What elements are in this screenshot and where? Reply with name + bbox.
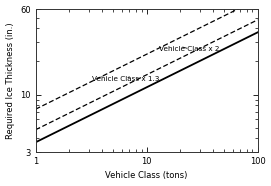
- Text: Vehicle Class x 1.3: Vehicle Class x 1.3: [92, 76, 159, 81]
- Y-axis label: Required Ice Thickness (in.): Required Ice Thickness (in.): [6, 22, 15, 139]
- Text: Vehicle Class x 2: Vehicle Class x 2: [159, 46, 220, 52]
- X-axis label: Vehicle Class (tons): Vehicle Class (tons): [105, 171, 188, 180]
